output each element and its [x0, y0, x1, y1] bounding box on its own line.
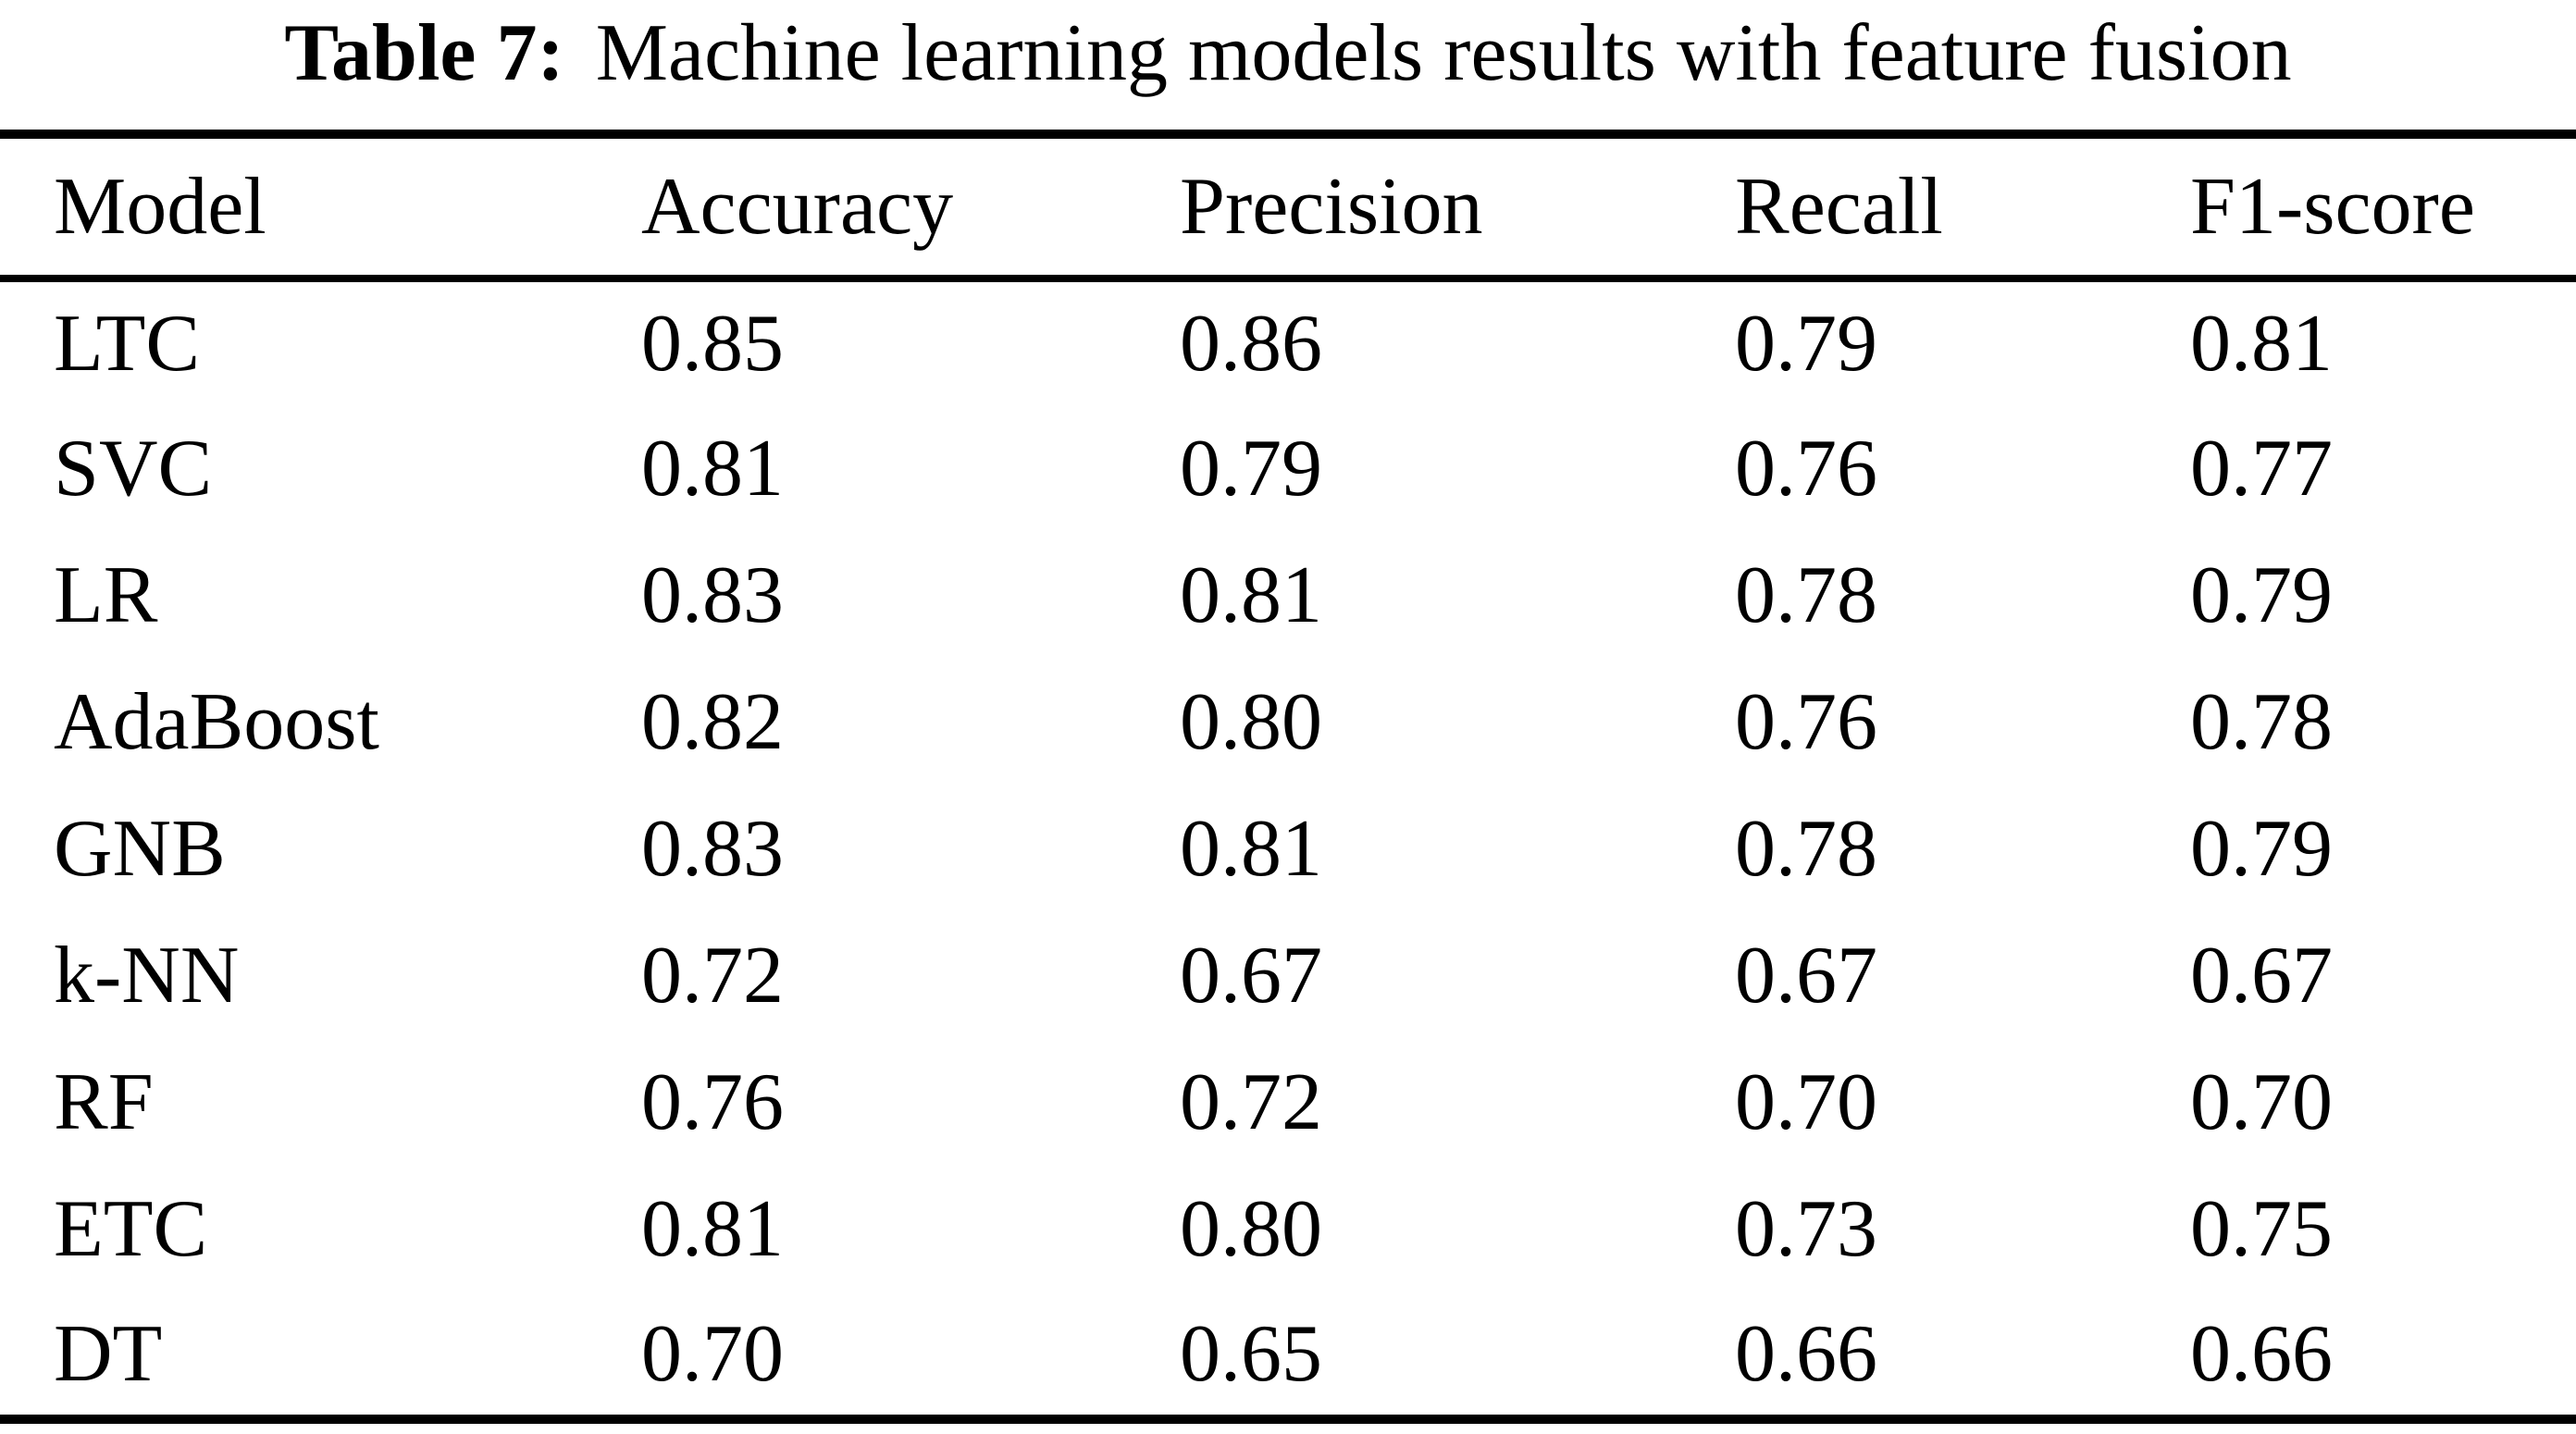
- accuracy-cell: 0.81: [641, 1184, 784, 1274]
- recall-cell: 0.76: [1735, 424, 1877, 513]
- accuracy-cell: 0.81: [641, 424, 784, 513]
- accuracy-cell: 0.83: [641, 804, 784, 894]
- recall-cell: 0.79: [1735, 299, 1877, 389]
- table-row: k-NN 0.72 0.67 0.67 0.67: [0, 912, 2576, 1039]
- accuracy-cell: 0.72: [641, 931, 784, 1020]
- recall-cell: 0.78: [1735, 550, 1877, 640]
- model-cell: DT: [54, 1308, 163, 1399]
- f1-cell: 0.81: [2190, 299, 2333, 389]
- model-cell: AdaBoost: [54, 677, 379, 767]
- column-header-model: Model: [0, 134, 588, 282]
- model-cell: SVC: [54, 424, 213, 513]
- accuracy-cell: 0.85: [641, 299, 784, 389]
- table-row: DT 0.70 0.65 0.66 0.66: [0, 1292, 2576, 1419]
- recall-cell: 0.73: [1735, 1184, 1877, 1274]
- precision-cell: 0.80: [1180, 677, 1322, 767]
- model-cell: LTC: [54, 299, 201, 389]
- recall-cell: 0.78: [1735, 804, 1877, 894]
- accuracy-cell: 0.83: [641, 550, 784, 640]
- table-row: LTC 0.85 0.86 0.79 0.81: [0, 278, 2576, 405]
- model-cell: ETC: [54, 1184, 208, 1274]
- precision-cell: 0.65: [1180, 1308, 1322, 1399]
- table-caption-text: Machine learning models results with fea…: [595, 8, 2292, 98]
- model-cell: RF: [54, 1057, 154, 1147]
- table-row: AdaBoost 0.82 0.80 0.76 0.78: [0, 659, 2576, 785]
- column-header-recall: Recall: [1681, 134, 2136, 282]
- recall-cell: 0.66: [1735, 1308, 1877, 1399]
- f1-cell: 0.70: [2190, 1057, 2333, 1147]
- precision-cell: 0.80: [1180, 1184, 1322, 1274]
- accuracy-cell: 0.82: [641, 677, 784, 767]
- header-row: Model Accuracy Precision Recall F1-score: [0, 134, 2576, 282]
- f1-cell: 0.67: [2190, 931, 2333, 1020]
- precision-cell: 0.72: [1180, 1057, 1322, 1147]
- table-row: RF 0.76 0.72 0.70 0.70: [0, 1039, 2576, 1166]
- table-row: SVC 0.81 0.79 0.76 0.77: [0, 405, 2576, 532]
- table-row: LR 0.83 0.81 0.78 0.79: [0, 532, 2576, 659]
- f1-cell: 0.66: [2190, 1308, 2333, 1399]
- recall-cell: 0.67: [1735, 931, 1877, 1020]
- column-header-f1score: F1-score: [2136, 134, 2576, 282]
- column-header-accuracy: Accuracy: [588, 134, 1126, 282]
- accuracy-cell: 0.76: [641, 1057, 784, 1147]
- precision-cell: 0.67: [1180, 931, 1322, 1020]
- results-table: Model Accuracy Precision Recall F1-score…: [0, 130, 2576, 1424]
- column-header-precision: Precision: [1126, 134, 1681, 282]
- f1-cell: 0.77: [2190, 424, 2333, 513]
- precision-cell: 0.79: [1180, 424, 1322, 513]
- table-caption-label: Table 7:: [284, 8, 564, 98]
- precision-cell: 0.81: [1180, 550, 1322, 640]
- precision-cell: 0.81: [1180, 804, 1322, 894]
- f1-cell: 0.79: [2190, 550, 2333, 640]
- table-caption: Table 7: Machine learning models results …: [0, 0, 2576, 130]
- model-cell: LR: [54, 550, 158, 640]
- recall-cell: 0.70: [1735, 1057, 1877, 1147]
- model-cell: GNB: [54, 804, 226, 894]
- f1-cell: 0.75: [2190, 1184, 2333, 1274]
- accuracy-cell: 0.70: [641, 1308, 784, 1399]
- f1-cell: 0.79: [2190, 804, 2333, 894]
- table-row: GNB 0.83 0.81 0.78 0.79: [0, 785, 2576, 912]
- f1-cell: 0.78: [2190, 677, 2333, 767]
- precision-cell: 0.86: [1180, 299, 1322, 389]
- recall-cell: 0.76: [1735, 677, 1877, 767]
- model-cell: k-NN: [54, 931, 240, 1020]
- table-row: ETC 0.81 0.80 0.73 0.75: [0, 1166, 2576, 1292]
